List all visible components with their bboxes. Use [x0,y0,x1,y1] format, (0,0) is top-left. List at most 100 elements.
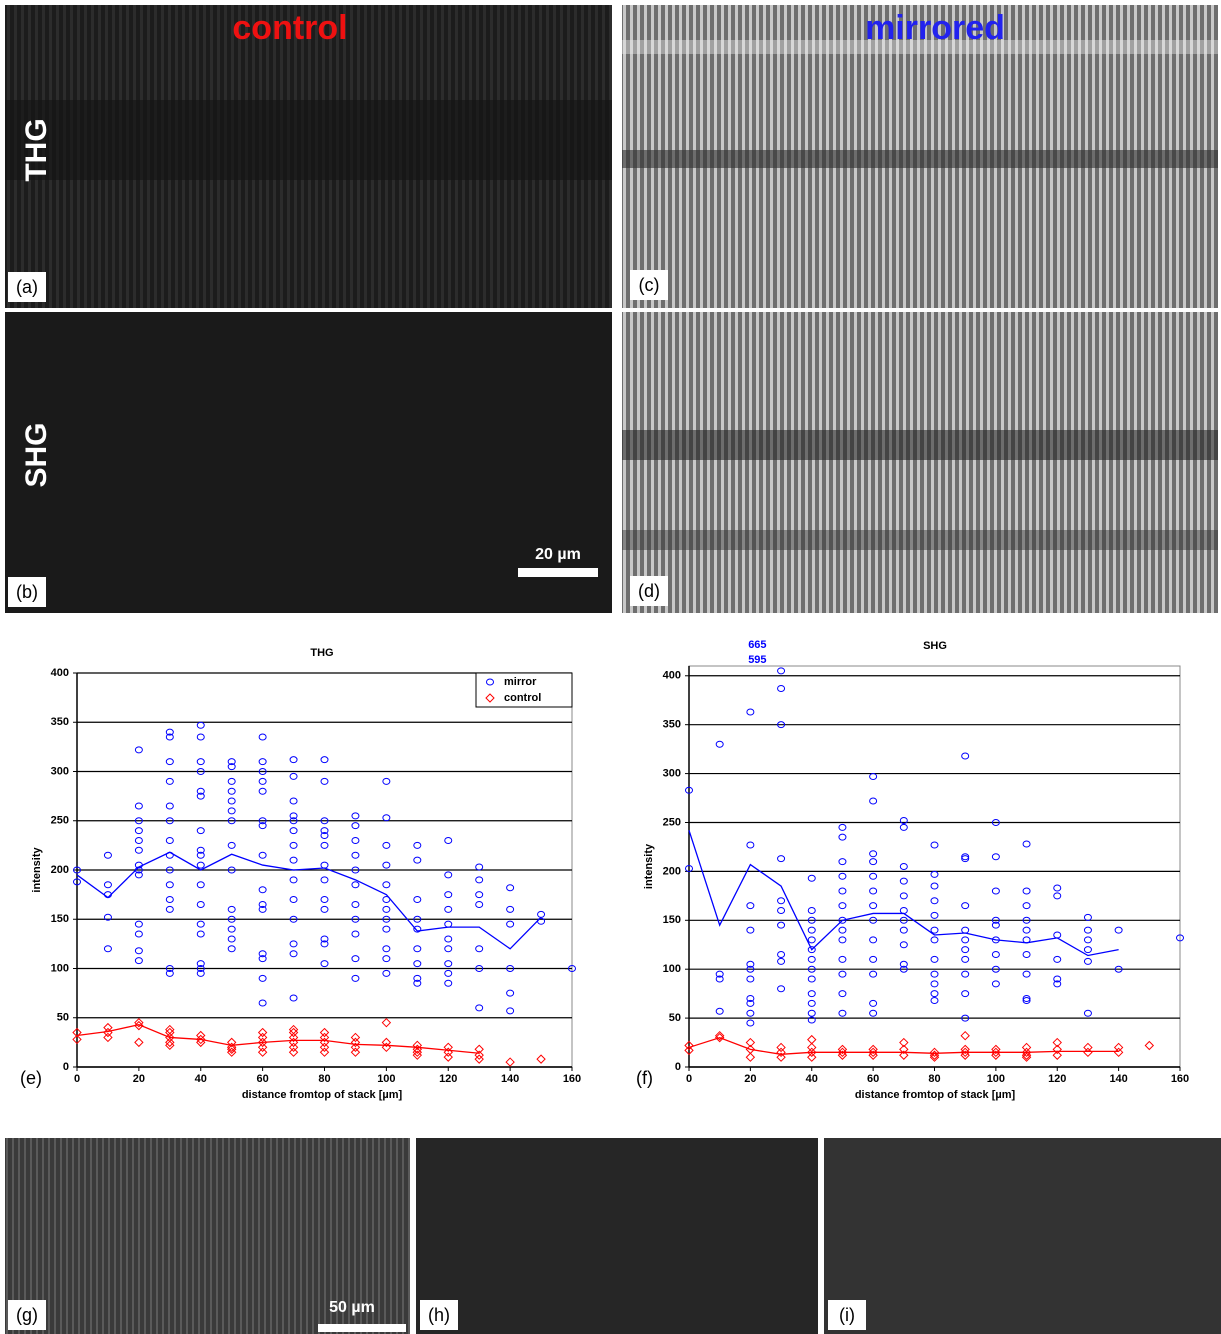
x-axis-label: distance fromtop of stack [µm] [242,1089,403,1101]
point [288,1042,299,1053]
point [899,926,908,934]
point [382,841,391,849]
point [961,855,970,863]
point [288,1047,299,1057]
point [1021,1047,1032,1058]
x-tick-label: 160 [563,1073,581,1085]
point [899,892,908,900]
point [868,1047,878,1058]
point [413,979,422,987]
panel-label-box [8,577,46,607]
point [1052,1037,1062,1048]
point [1052,1050,1062,1060]
point [838,926,847,934]
point [568,965,576,972]
point [869,858,878,866]
point [196,1034,206,1045]
point [444,969,453,977]
point [196,900,205,908]
y-tick-label: 150 [51,913,69,925]
point [506,989,515,997]
y-tick-label: 200 [663,865,681,877]
point [991,951,1000,959]
point [289,876,298,884]
point [320,905,329,913]
y-tick-label: 100 [51,962,69,974]
point [351,812,360,820]
point [961,990,970,998]
y-tick-label: 50 [57,1012,69,1024]
point [103,945,112,953]
point [807,926,816,934]
point [1114,965,1123,973]
point [1113,1042,1124,1053]
point [258,950,267,958]
point [474,1044,484,1054]
point [165,969,174,977]
x-tick-label: 120 [1048,1073,1066,1085]
point [258,900,267,908]
point [258,822,267,830]
point [807,1016,816,1024]
point [475,945,484,953]
point [134,947,143,955]
chart-title: THG [310,647,333,659]
x-tick-label: 20 [744,1073,756,1085]
point [930,936,939,944]
point [960,1044,970,1055]
scale-bar [518,568,598,577]
point [1053,955,1062,963]
point [444,836,453,844]
point [412,1047,423,1057]
point [961,1014,970,1022]
point [960,1050,970,1060]
point [289,841,298,849]
panel-label-box [828,1300,866,1330]
point [777,721,786,729]
point [930,996,939,1004]
point [869,970,878,978]
point [1022,916,1031,924]
panel-label: (f) [636,1068,653,1088]
point [961,752,970,760]
point [899,1044,909,1055]
point [289,856,298,864]
point [196,768,205,775]
point [72,1027,82,1038]
point [227,807,236,815]
point [319,1047,330,1057]
point [475,891,484,899]
point [382,915,391,923]
point [714,1032,725,1043]
point [961,955,970,963]
point [745,1037,756,1048]
point [899,941,908,949]
panel-label-box [420,1300,458,1330]
point [134,827,143,835]
y-tick-label: 250 [51,815,69,827]
point [1022,902,1031,910]
point [165,1037,175,1048]
point [196,846,205,854]
x-tick-label: 80 [928,1073,940,1085]
point [258,733,267,741]
point [444,979,453,987]
point [776,1047,786,1058]
image-b [5,312,612,613]
point [258,851,267,859]
point [685,864,693,872]
point [715,740,724,748]
point [320,756,329,764]
point [320,777,329,785]
point [257,1037,268,1048]
point [444,945,453,953]
point [807,907,816,915]
point [227,797,236,805]
point [134,1037,144,1048]
image-a [5,5,612,308]
point [196,851,205,859]
point [258,955,267,963]
panel-label: (b) [16,582,38,602]
point [506,884,515,892]
chart-title: SHG [923,640,947,652]
